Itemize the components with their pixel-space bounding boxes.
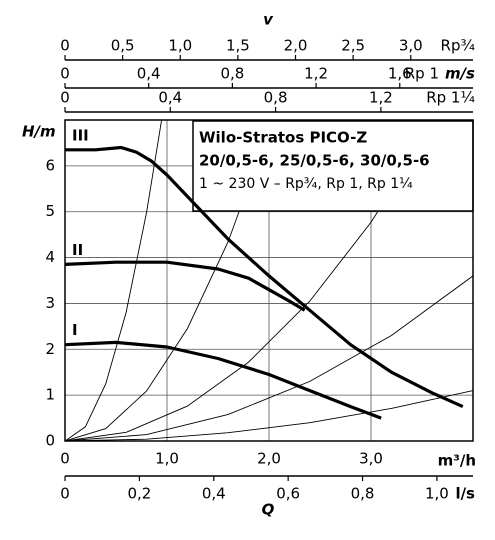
axis-title: Q — [262, 501, 275, 519]
x-tick-label: 3,0 — [359, 450, 383, 468]
x-axis-label: m³/h — [438, 452, 476, 470]
axis-label: l/s — [455, 485, 475, 503]
y-tick-label: 2 — [45, 340, 55, 358]
system-curve — [65, 275, 473, 441]
tick-label: 1,2 — [369, 89, 393, 107]
y-tick-label: 1 — [45, 386, 55, 404]
tick-label: 0,4 — [137, 65, 161, 83]
annotation: 20/0,5-6, 25/0,5-6, 30/0,5-6 — [199, 152, 430, 170]
tick-label: 0 — [60, 37, 70, 55]
y-tick-label: 6 — [45, 156, 55, 174]
pump-curve — [64, 340, 382, 420]
axis-label: Rp 1 — [405, 65, 439, 83]
x-tick-label: 2,0 — [257, 450, 281, 468]
system-curve — [65, 125, 433, 441]
tick-label: 3,0 — [399, 37, 423, 55]
tick-label: 1,5 — [226, 37, 250, 55]
tick-label: 0 — [60, 89, 70, 107]
plot-frame — [64, 119, 474, 442]
curve-label: III — [72, 126, 89, 144]
pump-curve — [64, 260, 306, 312]
tick-label: 0,8 — [220, 65, 244, 83]
tick-label: 0,4 — [158, 89, 182, 107]
pump-curve — [65, 145, 464, 409]
tick-label: 1,0 — [168, 37, 192, 55]
tick-label: 2,0 — [284, 37, 308, 55]
axes: 0 1 2 3 4 5 6 0 1,0 2,0 3,0 0 0,5 1,0 1,5 2,0 2,5 3,0 Rp¾ v… — [45, 11, 475, 519]
annotation: Wilo-Stratos PICO-Z — [199, 129, 367, 147]
system-curve — [65, 129, 270, 441]
axis-label: Rp 1¼ — [426, 89, 475, 107]
tick-label: 0,4 — [202, 485, 226, 503]
tick-label: 0,2 — [127, 485, 151, 503]
axis-unit: m/s — [445, 65, 475, 83]
tick-label: 0,8 — [351, 485, 375, 503]
y-axis-label: H/m — [22, 123, 56, 141]
tick-label: 1,6 — [388, 65, 412, 83]
y-tick-label: 0 — [45, 432, 55, 450]
tick-label: 2,5 — [341, 37, 365, 55]
system-curve — [65, 390, 473, 441]
y-tick-label: 5 — [45, 202, 55, 220]
tick-label: 1,0 — [425, 485, 449, 503]
tick-label: 0 — [60, 485, 70, 503]
curve-label: II — [72, 241, 83, 259]
tick-label: 0,6 — [276, 485, 300, 503]
curve-label: I — [72, 321, 78, 339]
tick-label: 0,8 — [264, 89, 288, 107]
axis-label: Rp¾ — [441, 37, 476, 55]
system-curve — [65, 120, 163, 441]
tick-label: 0,5 — [111, 37, 135, 55]
y-tick-label: 3 — [45, 294, 55, 312]
x-tick-label: 1,0 — [155, 450, 179, 468]
annotation: 1 ~ 230 V – Rp¾, Rp 1, Rp 1¼ — [199, 176, 413, 192]
tick-label: 0 — [60, 65, 70, 83]
info-box — [192, 120, 474, 212]
y-tick-label: 4 — [45, 248, 55, 266]
axis-title: v — [263, 11, 274, 29]
tick-label: 1,2 — [304, 65, 328, 83]
x-tick-label: 0 — [60, 450, 70, 468]
system-curves — [65, 120, 473, 441]
